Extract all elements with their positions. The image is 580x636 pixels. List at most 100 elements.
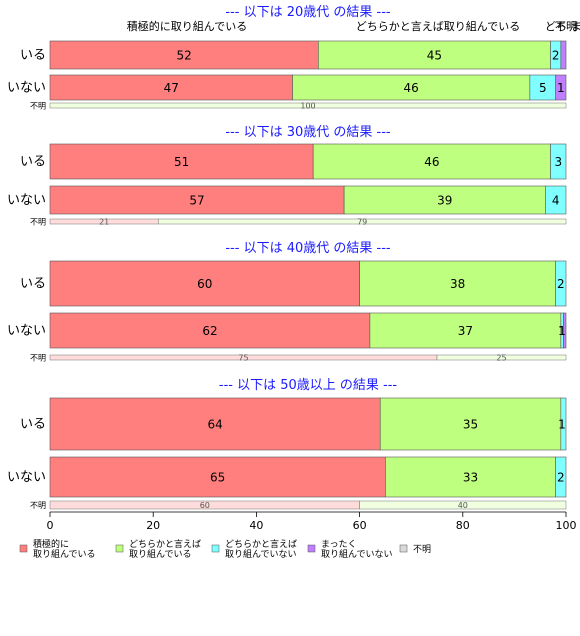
panel: --- 以下は 20歳代 の結果 --- いる 52 45 2 いない 47 46 5 1 不明 10…	[7, 5, 567, 111]
bar-segment	[49, 312, 371, 349]
data-label: 52	[177, 49, 192, 63]
legend-swatch	[19, 544, 28, 553]
data-label: 38	[450, 277, 465, 291]
category-header: どちらかと言えば取り組んでいる	[356, 20, 520, 33]
bar-segment	[555, 260, 567, 307]
row-label: いる	[20, 277, 46, 292]
row-label: 不明	[30, 501, 46, 510]
legend-swatch	[115, 544, 124, 553]
bar-segment	[385, 456, 556, 498]
data-label: 35	[463, 418, 478, 432]
row-label: 不明	[30, 354, 46, 363]
data-label: 1	[558, 324, 566, 338]
bar-segment	[359, 260, 556, 307]
bar-segment	[560, 40, 567, 70]
row-label: いない	[7, 193, 46, 208]
data-label: 60	[200, 501, 210, 510]
bar-segment	[343, 185, 546, 215]
legend-swatch	[211, 544, 220, 553]
panel-title: --- 以下は 20歳代 の結果 ---	[225, 5, 391, 20]
data-label: 60	[197, 277, 212, 291]
data-label: 51	[174, 155, 189, 169]
legend-swatch	[307, 544, 316, 553]
data-label: 1	[557, 81, 565, 95]
data-label: 1	[558, 418, 566, 432]
legend-label: 取り組んでいない	[225, 548, 297, 560]
data-label: 2	[557, 277, 565, 291]
row-label: 不明	[30, 218, 46, 227]
bar-segment	[49, 143, 314, 180]
data-label: 75	[238, 354, 248, 363]
legend-swatch	[399, 544, 408, 553]
legend: 積極的に取り組んでいるどちらかと言えば取り組んでいるどちらかと言えば取り組んでい…	[19, 538, 431, 560]
x-tick-label: 0	[47, 519, 54, 532]
bar-segment	[292, 74, 531, 101]
bar-segment	[158, 218, 567, 225]
data-label: 79	[357, 218, 367, 227]
bar-segment	[49, 456, 386, 498]
row-label: いる	[20, 155, 46, 170]
panel-title: --- 以下は 30歳代 の結果 ---	[225, 125, 391, 140]
row-label: 不明	[30, 102, 46, 111]
legend-label: 積極的に	[33, 538, 69, 550]
panel: --- 以下は 50歳以上 の結果 --- いる 64 35 1 いない 65 33 2 不明 60…	[7, 378, 567, 510]
row-label: いない	[7, 324, 46, 339]
bar-segment	[563, 312, 567, 349]
category-header: どち	[545, 20, 567, 33]
bar-segment	[369, 312, 562, 349]
legend-label: どちらかと言えば	[129, 538, 201, 550]
data-label: 25	[496, 354, 506, 363]
data-label: 100	[300, 102, 315, 111]
data-label: 62	[202, 324, 217, 338]
bar-segment	[545, 185, 567, 215]
data-label: 40	[458, 501, 468, 510]
data-label: 46	[424, 155, 439, 169]
data-label: 1	[558, 324, 566, 338]
legend-label: どちらかと言えば	[225, 538, 297, 550]
bar-segment	[312, 143, 551, 180]
data-label: 4	[552, 194, 560, 208]
legend-label: 取り組んでいない	[321, 548, 393, 560]
data-label: 21	[99, 218, 109, 227]
bar-segment	[436, 354, 567, 361]
legend-label: まったく	[321, 539, 357, 550]
row-label: いる	[20, 417, 46, 432]
data-label: 64	[207, 418, 222, 432]
data-label: 39	[437, 194, 452, 208]
data-label: 5	[539, 81, 547, 95]
x-tick-label: 60	[353, 519, 367, 532]
panel-title: --- 以下は 50歳以上 の結果 ---	[219, 378, 398, 393]
bar-segment	[49, 74, 293, 101]
legend-label: 取り組んでいる	[129, 548, 192, 560]
bar-segment	[359, 500, 567, 510]
data-label: 37	[458, 324, 473, 338]
bar-segment	[529, 74, 556, 101]
bar-segment	[318, 40, 551, 70]
row-label: いない	[7, 81, 46, 96]
data-label: 47	[164, 81, 179, 95]
data-label: 57	[189, 194, 204, 208]
row-label: いる	[20, 48, 46, 63]
bar-segment	[555, 74, 567, 101]
bar-segment	[49, 397, 381, 451]
data-label: 65	[210, 471, 225, 485]
x-tick-label: 40	[249, 519, 263, 532]
bar-segment	[49, 260, 360, 307]
panel-title: --- 以下は 40歳代 の結果 ---	[225, 241, 391, 256]
legend-label: 取り組んでいる	[33, 548, 96, 560]
data-label: 3	[554, 155, 562, 169]
bar-segment	[49, 102, 567, 109]
category-header: 不明	[555, 20, 577, 33]
bar-segment	[379, 397, 562, 451]
legend-label: 不明	[413, 544, 431, 555]
data-label: 2	[557, 471, 565, 485]
bar-segment	[550, 143, 567, 180]
category-header: まっ	[571, 20, 580, 33]
data-label: 33	[463, 471, 478, 485]
bar-segment	[555, 456, 567, 498]
data-label: 45	[427, 49, 442, 63]
x-tick-label: 100	[556, 519, 577, 532]
bar-segment	[560, 397, 567, 451]
x-tick-label: 20	[146, 519, 160, 532]
